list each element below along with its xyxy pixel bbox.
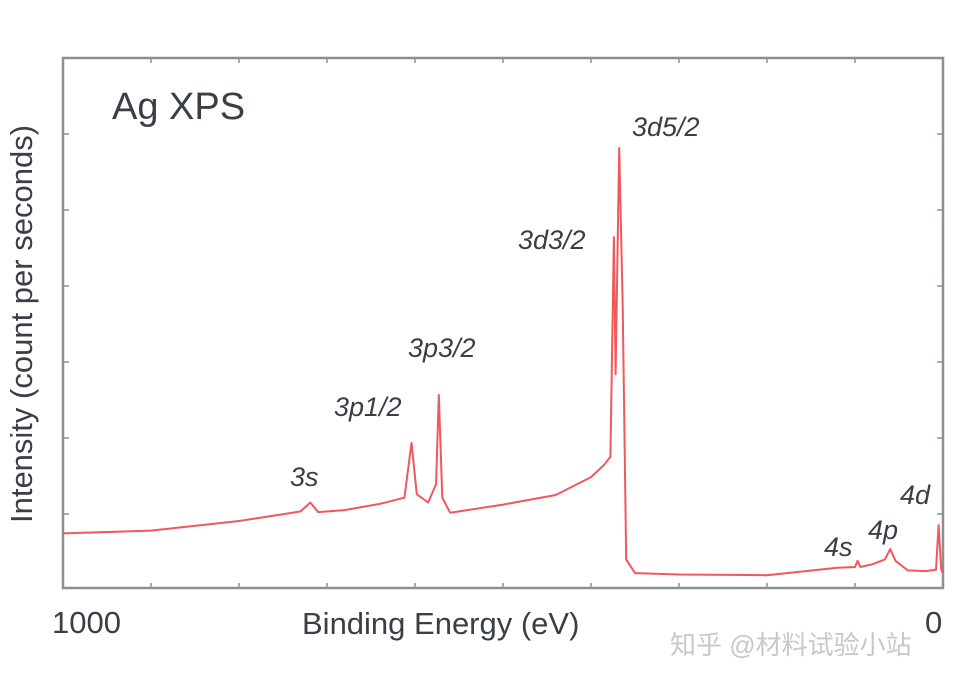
axis-ticks bbox=[63, 58, 943, 588]
x-tick-label-0: 0 bbox=[925, 605, 943, 640]
peak-label-4p: 4p bbox=[868, 515, 899, 545]
peak-label-3d5-2: 3d5/2 bbox=[632, 112, 700, 142]
peak-label-3p3-2: 3p3/2 bbox=[408, 333, 476, 363]
y-axis-label: Intensity (count per seconds) bbox=[4, 124, 39, 524]
peak-label-4s: 4s bbox=[824, 532, 853, 562]
x-tick-label-1000: 1000 bbox=[52, 605, 121, 640]
spectrum-line bbox=[62, 147, 944, 577]
peak-label-3d3-2: 3d3/2 bbox=[518, 225, 586, 255]
peak-label-3s: 3s bbox=[290, 462, 319, 492]
x-axis-label: Binding Energy (eV) bbox=[302, 606, 580, 641]
axes-frame bbox=[61, 56, 945, 590]
watermark: 知乎 @材料试验小站 bbox=[670, 630, 912, 660]
chart-title: Ag XPS bbox=[112, 86, 246, 128]
peak-label-3p1-2: 3p1/2 bbox=[334, 392, 402, 422]
peak-label-4d: 4d bbox=[900, 480, 931, 510]
